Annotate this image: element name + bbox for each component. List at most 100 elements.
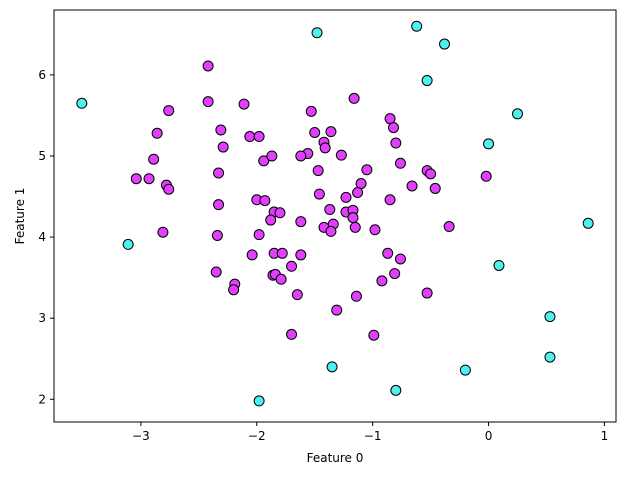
data-point-class-0 xyxy=(331,304,343,316)
data-point-class-0 xyxy=(202,96,214,108)
data-point-class-0 xyxy=(305,105,317,117)
y-tick-label: 5 xyxy=(38,149,46,163)
data-point-class-0 xyxy=(246,249,258,261)
data-point-class-0 xyxy=(253,131,265,143)
data-point-class-0 xyxy=(274,207,286,219)
data-point-class-1 xyxy=(459,364,471,376)
data-point-class-0 xyxy=(295,216,307,228)
data-point-class-0 xyxy=(325,225,337,237)
data-point-class-0 xyxy=(369,224,381,236)
data-point-class-0 xyxy=(340,191,352,203)
data-point-class-1 xyxy=(411,20,423,32)
y-tick-label: 2 xyxy=(38,392,46,406)
data-point-class-0 xyxy=(215,124,227,136)
data-point-class-1 xyxy=(253,395,265,407)
data-point-class-0 xyxy=(210,266,222,278)
data-point-class-0 xyxy=(348,92,360,104)
data-point-class-0 xyxy=(425,168,437,180)
x-tick-label: −1 xyxy=(364,429,382,443)
data-point-class-0 xyxy=(295,150,307,162)
data-point-class-0 xyxy=(143,173,155,185)
data-point-class-0 xyxy=(312,165,324,177)
data-point-class-0 xyxy=(382,247,394,259)
data-point-class-0 xyxy=(265,214,277,226)
data-point-class-0 xyxy=(347,212,359,224)
data-point-class-0 xyxy=(368,329,380,341)
data-point-class-0 xyxy=(406,180,418,192)
data-point-class-0 xyxy=(384,194,396,206)
x-axis-label: Feature 0 xyxy=(307,451,364,465)
data-point-class-0 xyxy=(352,186,364,198)
data-point-class-0 xyxy=(211,229,223,241)
data-point-class-0 xyxy=(394,253,406,265)
data-point-class-1 xyxy=(483,138,495,150)
plot-frame xyxy=(53,9,617,423)
data-point-class-1 xyxy=(582,217,594,229)
data-point-class-0 xyxy=(202,60,214,72)
data-point-class-0 xyxy=(389,268,401,280)
data-point-class-0 xyxy=(258,155,270,167)
data-point-class-0 xyxy=(253,229,265,241)
data-point-class-0 xyxy=(157,226,169,238)
data-point-class-0 xyxy=(390,137,402,149)
data-point-class-0 xyxy=(394,157,406,169)
data-point-class-0 xyxy=(228,284,240,296)
y-tick-label: 4 xyxy=(38,230,46,244)
y-axis-ticks: 2 3 4 5 6 xyxy=(38,68,54,406)
data-point-class-0 xyxy=(151,127,163,139)
y-axis-label: Feature 1 xyxy=(13,188,27,245)
data-point-class-0 xyxy=(309,126,321,138)
data-point-class-0 xyxy=(480,170,492,182)
data-point-class-0 xyxy=(213,167,225,179)
data-point-class-0 xyxy=(335,149,347,161)
data-point-class-0 xyxy=(324,204,336,216)
data-point-class-0 xyxy=(163,183,175,195)
data-point-class-1 xyxy=(122,238,134,250)
data-point-class-0 xyxy=(259,195,271,207)
data-point-class-1 xyxy=(439,38,450,50)
data-point-class-0 xyxy=(325,126,337,138)
data-point-class-0 xyxy=(286,328,298,340)
data-point-class-1 xyxy=(493,259,505,271)
data-point-class-0 xyxy=(349,221,361,233)
data-point-class-0 xyxy=(148,153,160,165)
data-point-class-0 xyxy=(217,141,229,153)
x-tick-label: −2 xyxy=(248,429,266,443)
data-point-class-0 xyxy=(376,275,388,287)
x-tick-label: −3 xyxy=(132,429,150,443)
data-point-class-0 xyxy=(388,122,400,134)
data-point-class-1 xyxy=(421,75,433,87)
data-point-class-0 xyxy=(130,173,142,185)
data-point-class-0 xyxy=(291,289,303,301)
data-point-class-0 xyxy=(244,131,256,143)
data-point-class-1 xyxy=(326,361,338,373)
data-point-class-0 xyxy=(238,98,250,110)
data-point-class-0 xyxy=(443,221,455,233)
data-point-class-0 xyxy=(275,273,287,285)
data-point-class-0 xyxy=(361,164,373,176)
data-point-class-0 xyxy=(429,182,441,194)
data-point-class-0 xyxy=(350,290,362,302)
data-point-class-0 xyxy=(421,287,433,299)
y-tick-label: 3 xyxy=(38,311,46,325)
data-point-class-1 xyxy=(390,384,402,396)
data-point-class-1 xyxy=(512,108,524,120)
data-point-class-0 xyxy=(266,150,278,162)
data-point-class-0 xyxy=(313,188,325,200)
data-point-class-0 xyxy=(319,142,331,154)
points-layer xyxy=(76,20,594,407)
data-point-class-0 xyxy=(163,105,175,117)
data-point-class-0 xyxy=(295,249,307,261)
x-tick-label: 0 xyxy=(485,429,493,443)
data-point-class-1 xyxy=(76,97,88,109)
y-tick-label: 6 xyxy=(38,68,46,82)
x-tick-label: 1 xyxy=(601,429,609,443)
data-point-class-1 xyxy=(544,351,556,363)
data-point-class-0 xyxy=(213,199,225,211)
data-point-class-1 xyxy=(311,27,323,39)
data-point-class-0 xyxy=(286,260,298,272)
data-point-class-0 xyxy=(276,247,288,259)
x-axis-ticks: −3 −2 −1 0 1 xyxy=(132,422,608,443)
